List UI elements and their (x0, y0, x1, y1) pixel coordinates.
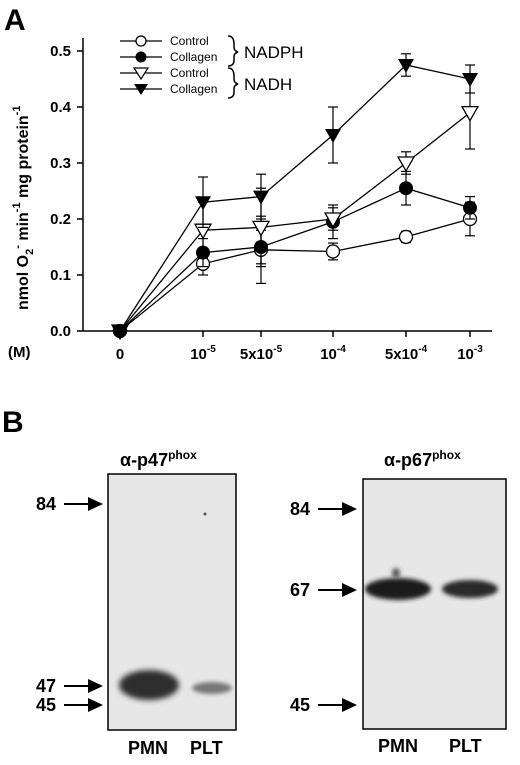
data-point (462, 73, 478, 87)
lane-label-pmn: PMN (378, 736, 418, 756)
lane-label-plt: PLT (190, 738, 223, 758)
lane-label-pmn: PMN (128, 738, 168, 758)
panel-b-letter: B (2, 406, 24, 439)
legend-marker-filled-circle (135, 51, 147, 63)
band-p47-plt (192, 682, 232, 694)
data-point (325, 244, 341, 259)
mw-marker-67: 67 (290, 580, 310, 600)
series-nadh-control (110, 75, 480, 341)
x-tick-label: 0 (116, 346, 124, 363)
legend-entry-1: Control (170, 34, 209, 48)
x-unit-label: (M) (8, 344, 31, 361)
x-tick-label: 5x10-4 (385, 344, 428, 363)
blot-p67: α-p67phox 84 67 45 PMN PLT (290, 448, 507, 756)
legend-marker-filled-triangle (134, 84, 148, 95)
data-point (398, 229, 414, 245)
y-tick-label: 0.0 (50, 323, 71, 340)
mw-marker-45: 45 (290, 695, 310, 715)
x-tick-label: 10-5 (190, 344, 216, 363)
blot-p47: α-p47phox 84 47 45 PMN PLT (36, 448, 237, 758)
arrow-head-icon (342, 583, 357, 597)
y-tick-label: 0.2 (50, 211, 71, 228)
mw-marker-45: 45 (36, 695, 56, 715)
mw-marker-84: 84 (290, 499, 310, 519)
legend-group-nadph: NADPH (244, 43, 304, 62)
y-tick-label: 0.4 (50, 99, 72, 116)
y-tick-label: 0.3 (50, 155, 71, 172)
series-nadh-collagen (112, 53, 478, 339)
legend-marker-open-circle (135, 35, 147, 47)
y-ticks: 0.0 0.1 0.2 0.3 0.4 0.5 (50, 43, 83, 340)
band-p67-pmn (365, 578, 431, 600)
x-tick-label: 5x10-5 (240, 344, 283, 363)
arrow-head-icon (88, 497, 103, 511)
legend: Control Collagen Control Collagen NADPH … (120, 34, 304, 99)
series-nadph-collagen (113, 170, 477, 338)
series-nadph-control (112, 201, 478, 339)
mw-marker-84: 84 (36, 494, 56, 514)
data-point (325, 129, 341, 143)
arrow-head-icon (342, 502, 357, 516)
lane-label-plt: PLT (449, 736, 482, 756)
data-point (396, 156, 416, 173)
data-point (112, 325, 128, 339)
series-line (119, 112, 471, 332)
x-tick-label: 10-4 (320, 344, 346, 363)
data-point (463, 200, 477, 215)
blot-p47-speck (203, 512, 207, 516)
legend-entry-4: Collagen (170, 82, 217, 96)
legend-entry-3: Control (170, 66, 209, 80)
series-line (119, 218, 471, 332)
data-point (251, 220, 271, 237)
arrow-head-icon (342, 698, 357, 712)
blot-p47-title: α-p47phox (120, 448, 197, 470)
x-tick-label: 10-3 (457, 344, 483, 363)
series-line (119, 187, 471, 332)
mw-marker-47: 47 (36, 676, 56, 696)
blot-p67-title: α-p67phox (384, 448, 461, 470)
panel-a-letter: A (4, 4, 26, 37)
blot-p67-membrane (362, 478, 507, 730)
x-ticks: 0 10-5 5x10-5 10-4 5x10-4 10-3 (116, 331, 483, 363)
legend-marker-open-triangle (132, 67, 150, 81)
legend-brace-nadh (227, 67, 239, 99)
data-point (399, 181, 413, 196)
legend-group-nadh: NADH (244, 75, 292, 94)
data-point (253, 190, 269, 205)
legend-brace-nadph (227, 35, 239, 67)
y-axis-label: nmol O2- min-1 mg protein-1 (11, 106, 36, 310)
data-point (398, 59, 414, 73)
band-p47-pmn (119, 670, 179, 700)
data-point (323, 212, 343, 229)
data-point (195, 196, 211, 211)
legend-entry-2: Collagen (170, 50, 217, 64)
series-line (119, 64, 471, 332)
arrow-head-icon (88, 698, 103, 712)
arrow-head-icon (88, 679, 103, 693)
data-point (460, 105, 480, 122)
y-tick-label: 0.5 (50, 43, 71, 60)
line-chart: 0.0 0.1 0.2 0.3 0.4 0.5 0 10-5 5x10-5 10-4 5x10-4… (50, 38, 492, 363)
band-p67-pmn-smear (392, 568, 400, 578)
y-tick-label: 0.1 (50, 267, 71, 284)
series-layer (110, 53, 480, 341)
band-p67-plt (442, 580, 498, 598)
